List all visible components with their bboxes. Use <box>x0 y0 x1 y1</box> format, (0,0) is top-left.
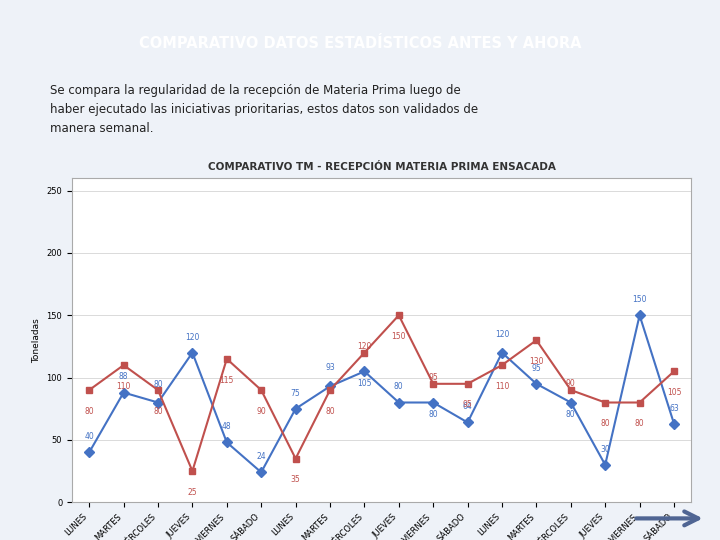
Antes <box>532 381 541 387</box>
Antes <box>463 419 472 426</box>
Antes <box>567 399 575 406</box>
Después <box>188 468 197 474</box>
Text: 25: 25 <box>188 488 197 497</box>
Text: 24: 24 <box>256 452 266 461</box>
Text: 80: 80 <box>600 419 610 428</box>
Text: 95: 95 <box>531 364 541 373</box>
Antes <box>360 368 369 375</box>
Text: 80: 80 <box>84 407 94 416</box>
Antes <box>120 389 128 396</box>
Antes <box>222 439 231 446</box>
Text: 105: 105 <box>357 379 372 388</box>
Después <box>395 312 403 319</box>
Text: 80: 80 <box>153 407 163 416</box>
Después <box>120 362 128 368</box>
Y-axis label: Toneladas: Toneladas <box>32 318 41 362</box>
Text: 75: 75 <box>291 389 300 397</box>
Después <box>567 387 575 393</box>
Antes <box>85 449 94 456</box>
Text: 80: 80 <box>428 410 438 419</box>
Antes <box>257 469 266 476</box>
Text: 130: 130 <box>529 357 544 366</box>
Antes <box>325 383 334 389</box>
Text: 110: 110 <box>495 382 509 391</box>
Antes <box>188 349 197 356</box>
Text: 40: 40 <box>84 432 94 441</box>
Text: 95: 95 <box>428 373 438 382</box>
Antes <box>429 399 438 406</box>
Text: 90: 90 <box>566 379 576 388</box>
Después <box>601 399 610 406</box>
Text: 150: 150 <box>392 332 406 341</box>
Después <box>670 368 678 375</box>
Text: 80: 80 <box>566 410 575 419</box>
Text: 150: 150 <box>632 295 647 304</box>
Antes <box>670 421 678 427</box>
Text: 80: 80 <box>325 407 335 416</box>
Text: 120: 120 <box>495 330 509 339</box>
Después <box>257 387 266 393</box>
Text: 80: 80 <box>153 380 163 389</box>
Line: Después: Después <box>86 312 678 475</box>
Text: 80: 80 <box>635 419 644 428</box>
Text: Se compara la regularidad de la recepción de Materia Prima luego de
haber ejecut: Se compara la regularidad de la recepció… <box>50 84 479 135</box>
Text: 88: 88 <box>119 373 128 381</box>
Text: 64: 64 <box>463 402 472 411</box>
Después <box>325 387 334 393</box>
Antes <box>395 399 403 406</box>
Después <box>532 337 541 343</box>
Text: COMPARATIVO DATOS ESTADÍSTICOS ANTES Y AHORA: COMPARATIVO DATOS ESTADÍSTICOS ANTES Y A… <box>139 36 581 51</box>
Después <box>292 455 300 462</box>
Text: 35: 35 <box>291 475 300 484</box>
Después <box>360 349 369 356</box>
Después <box>429 381 438 387</box>
Text: 93: 93 <box>325 363 335 373</box>
Text: 80: 80 <box>394 382 404 392</box>
Text: 120: 120 <box>185 333 199 342</box>
Text: 90: 90 <box>256 407 266 416</box>
Antes <box>498 349 506 356</box>
Text: 48: 48 <box>222 422 232 431</box>
Text: 115: 115 <box>220 375 234 384</box>
Antes <box>601 462 610 468</box>
Title: COMPARATIVO TM - RECEPCIÓN MATERIA PRIMA ENSACADA: COMPARATIVO TM - RECEPCIÓN MATERIA PRIMA… <box>207 162 556 172</box>
Antes <box>635 312 644 319</box>
Después <box>222 356 231 362</box>
Antes <box>153 399 162 406</box>
Text: 30: 30 <box>600 445 610 454</box>
Después <box>498 362 506 368</box>
Después <box>635 399 644 406</box>
Line: Antes: Antes <box>86 312 678 476</box>
Después <box>463 381 472 387</box>
Después <box>153 387 162 393</box>
Text: 120: 120 <box>357 342 372 350</box>
Después <box>85 387 94 393</box>
Antes <box>292 406 300 412</box>
Text: 95: 95 <box>463 401 472 409</box>
Text: 63: 63 <box>669 403 679 413</box>
Text: 110: 110 <box>117 382 131 391</box>
Text: 105: 105 <box>667 388 681 397</box>
